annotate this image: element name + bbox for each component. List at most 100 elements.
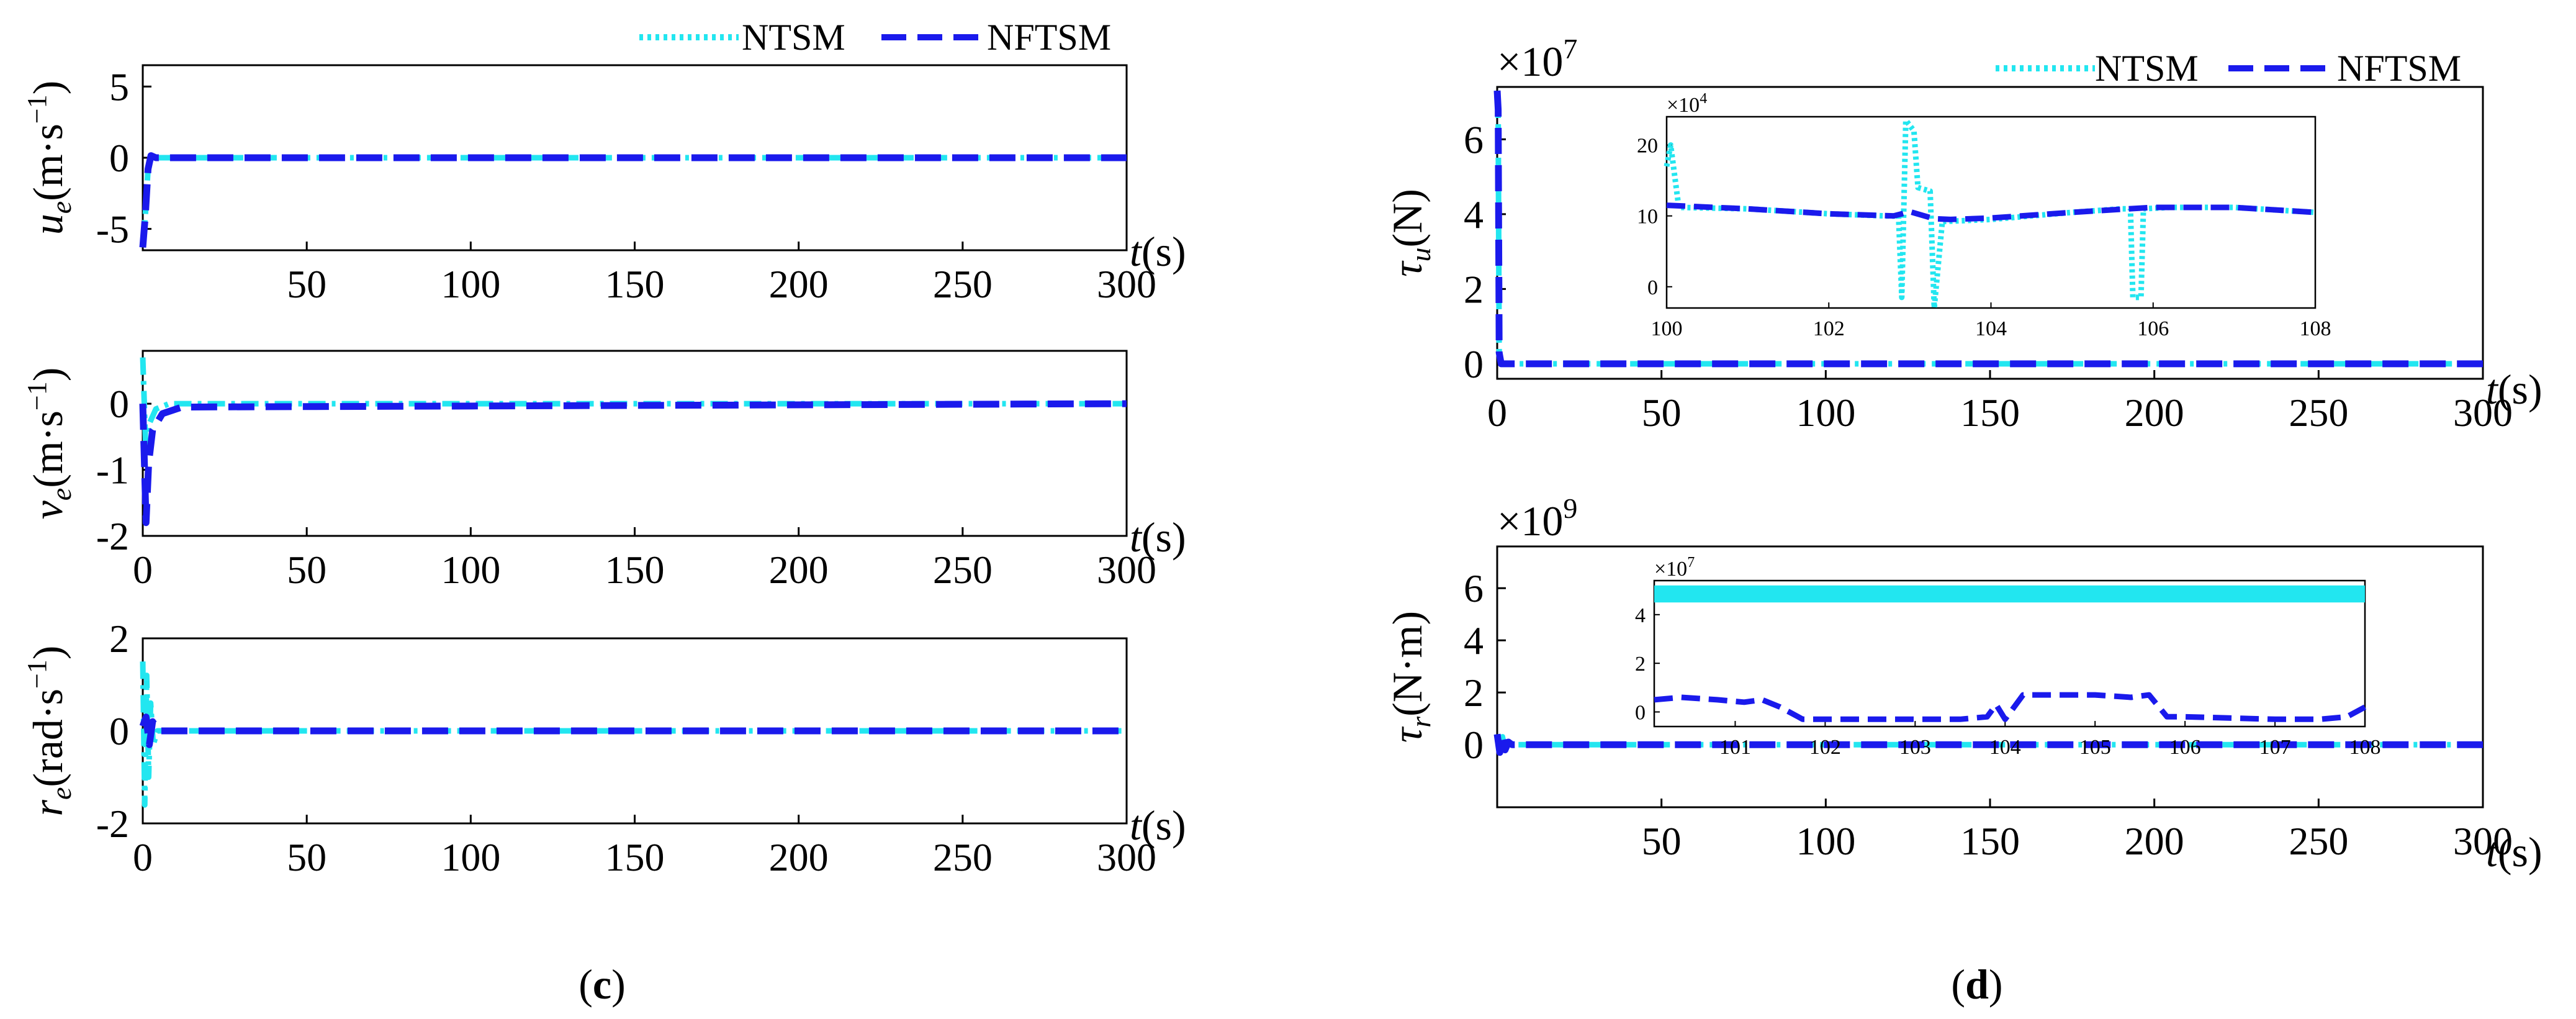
chart-ue-xtick-label: 150 [605,262,665,306]
chart-ue-xtick-label: 100 [441,262,500,306]
chart-re-ytick-label: 0 [109,709,129,753]
xlabel-var: t [1130,802,1143,849]
chart-tau_r-ytick-label: 2 [1464,671,1484,715]
chart-re-lines [139,661,1127,808]
chart-ue-xtick-label: 50 [287,262,327,306]
chart-tau-u-inset-ticks: 100 102 104 106 108 0 10 20 [1637,135,2331,340]
chart-tau-u-inset-lines [1664,117,2316,311]
chart-re-ticks: 0 50 100 150 200 250 300-202 [96,617,1156,879]
chart-tau-u-xlabel: t(s) [2486,366,2542,413]
chart-ve: 0 50 100 150 200 250 300 -2 -1 0 ve(m·s−1) t(s) [22,350,1186,592]
chart-re-xtick-label: 50 [287,835,327,879]
ylabel-exponent: −1 [22,381,52,410]
chart-tau_r-series-nftsm [1493,733,2483,756]
chart-re-xtick-label: 100 [441,835,500,879]
legend-c-nftsm-label: NFTSM [987,17,1111,58]
chart-ve-xtick-label: 100 [441,548,500,592]
ylabel-unit: (rad·s [24,689,71,787]
chart-tau_u-ytick-label: 0 [1464,342,1484,386]
ylabel-subscript: u [1405,248,1436,262]
ylabel-unit: (N·m) [1384,611,1431,717]
chart-ve-xtick-label: 300 [1097,548,1156,592]
chart-ue-series-ntsm [140,153,1127,248]
legend-c: NTSM NFTSM [639,17,1111,58]
chart-tau_u-inset-xtick-label: 102 [1813,317,1845,340]
xlabel-unit: (s) [1142,228,1186,275]
chart-tau_r-inset-ytick-label: 0 [1635,702,1646,725]
caption-c: (c) [579,961,626,1008]
chart-ue-ytick-label: 0 [109,136,129,180]
inset-multiplier-base: ×10 [1654,558,1687,581]
chart-tau_r-inset-ytick-label: 4 [1635,604,1646,627]
chart-re-ytick-label: 2 [109,617,129,661]
chart-tau_r-xtick-label: 50 [1642,819,1682,863]
ylabel-close: ) [24,646,71,660]
chart-re-series-nftsm [139,713,1127,748]
chart-ue-xtick-label: 200 [769,262,829,306]
xlabel-var: t [1130,514,1143,561]
chart-tau-r-xlabel: t(s) [2486,828,2542,876]
chart-tau_u-inset-xtick-label: 104 [1975,317,2007,340]
chart-tau_u-inset-series-nftsm [1666,202,2316,222]
multiplier-base: ×10 [1497,38,1563,85]
chart-tau-r-inset-ntsm-band [1654,585,2365,603]
chart-tau_r-xtick-label: 250 [2289,819,2348,863]
chart-tau-r-inset: 101 102 103 104 105 106 107 108 0 2 4 ×107 [1635,555,2381,759]
chart-ue-ytick-label: -5 [96,207,129,251]
chart-tau-r-ylabel: τr(N·m) [1384,611,1436,743]
chart-tau_u-inset-ytick-label: 0 [1647,276,1658,299]
chart-re-xtick-label: 300 [1097,835,1156,879]
xlabel-var: t [2486,828,2499,876]
ylabel-unit: (m·s [24,410,71,488]
chart-ue-xlabel: t(s) [1130,228,1186,275]
chart-tau-u-inset-multiplier: ×104 [1667,91,1707,117]
chart-ve-lines [139,357,1127,527]
ylabel-unit: (N) [1384,189,1431,247]
chart-tau_r-xtick-label: 200 [2125,819,2184,863]
legend-d-ntsm-label: NTSM [2095,48,2199,89]
chart-tau_r-inset-xtick-label: 101 [1719,736,1751,759]
chart-tau-u-multiplier: ×107 [1497,33,1577,85]
ylabel-unit: (m·s [24,124,71,201]
ylabel-subscript: r [1405,716,1436,728]
chart-tau_u-ytick-label: 2 [1464,267,1484,311]
chart-tau_r-inset-xtick-label: 107 [2259,736,2291,759]
xlabel-unit: (s) [2498,828,2542,876]
chart-tau-r-inset-frame [1653,579,2366,728]
chart-ve-xtick-label: 150 [605,548,665,592]
chart-ve-ylabel: ve(m·s−1) [22,368,77,520]
chart-tau_u-inset-series-ntsm [1664,117,2316,311]
chart-tau_r-xtick-label: 100 [1796,819,1855,863]
chart-tau-r-multiplier: ×109 [1497,492,1577,545]
ylabel-subscript: e [45,488,77,500]
chart-ue-lines [139,152,1127,248]
chart-tau_u-xtick-label: 250 [2289,391,2348,435]
chart-tau_u-ytick-label: 4 [1464,192,1484,237]
chart-ue-series-nftsm [139,152,1127,248]
chart-tau-r-inset-multiplier: ×107 [1654,555,1695,581]
xlabel-unit: (s) [1142,514,1186,561]
chart-ue-ylabel: ue(m·s−1) [22,81,77,235]
chart-tau_r-ytick-label: 4 [1464,618,1484,663]
inset-multiplier-exp: 4 [1700,91,1707,107]
chart-tau_u-inset-xtick-label: 108 [2300,317,2331,340]
ylabel-close: ) [24,368,71,382]
chart-ve-ytick-label: -1 [96,448,129,492]
chart-re-ytick-label: -2 [96,802,129,846]
chart-re-ylabel: re(rad·s−1) [22,646,77,817]
chart-ue-xtick-label: 300 [1097,262,1156,306]
chart-ue-ticks: 50 100 150 200 250 300 -5 0 5 [96,65,1156,306]
chart-ve-series-ntsm [140,357,1127,460]
xlabel-unit: (s) [2498,366,2542,413]
chart-tau_r-inset-xtick-label: 102 [1809,736,1841,759]
chart-tau_u-inset-xtick-label: 100 [1651,317,1683,340]
inset-multiplier-exp: 7 [1687,555,1695,571]
chart-tau_u-inset-xtick-label: 106 [2137,317,2169,340]
ylabel-exponent: −1 [22,659,52,689]
chart-tau-r-ticks: 50 100 150 200 250 300 0 2 4 6 [1464,566,2513,863]
caption-d: (d) [1951,961,2002,1008]
legend-d-nftsm-label: NFTSM [2337,48,2461,89]
